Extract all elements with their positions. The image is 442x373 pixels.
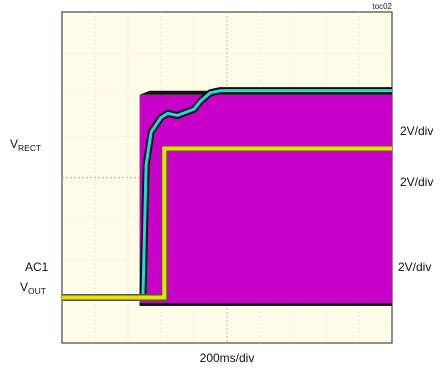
x-axis-label: 200ms/div <box>200 351 255 365</box>
vrect-scale: 2V/div <box>400 124 433 138</box>
vout-scale: 2V/div <box>398 260 431 274</box>
chart-tag: toc02 <box>372 2 392 11</box>
vout-trace <box>62 146 392 300</box>
vout-label: VOUT <box>20 280 46 296</box>
ac1-envelope <box>139 94 392 305</box>
vrect-label: VRECT <box>10 137 41 153</box>
ac1-scale: 2V/div <box>400 175 433 189</box>
ac1-envelope-edge-bottom <box>139 302 392 306</box>
vrect-trace <box>62 89 392 299</box>
ac1-label: AC1 <box>25 260 49 274</box>
waveforms <box>62 87 392 306</box>
